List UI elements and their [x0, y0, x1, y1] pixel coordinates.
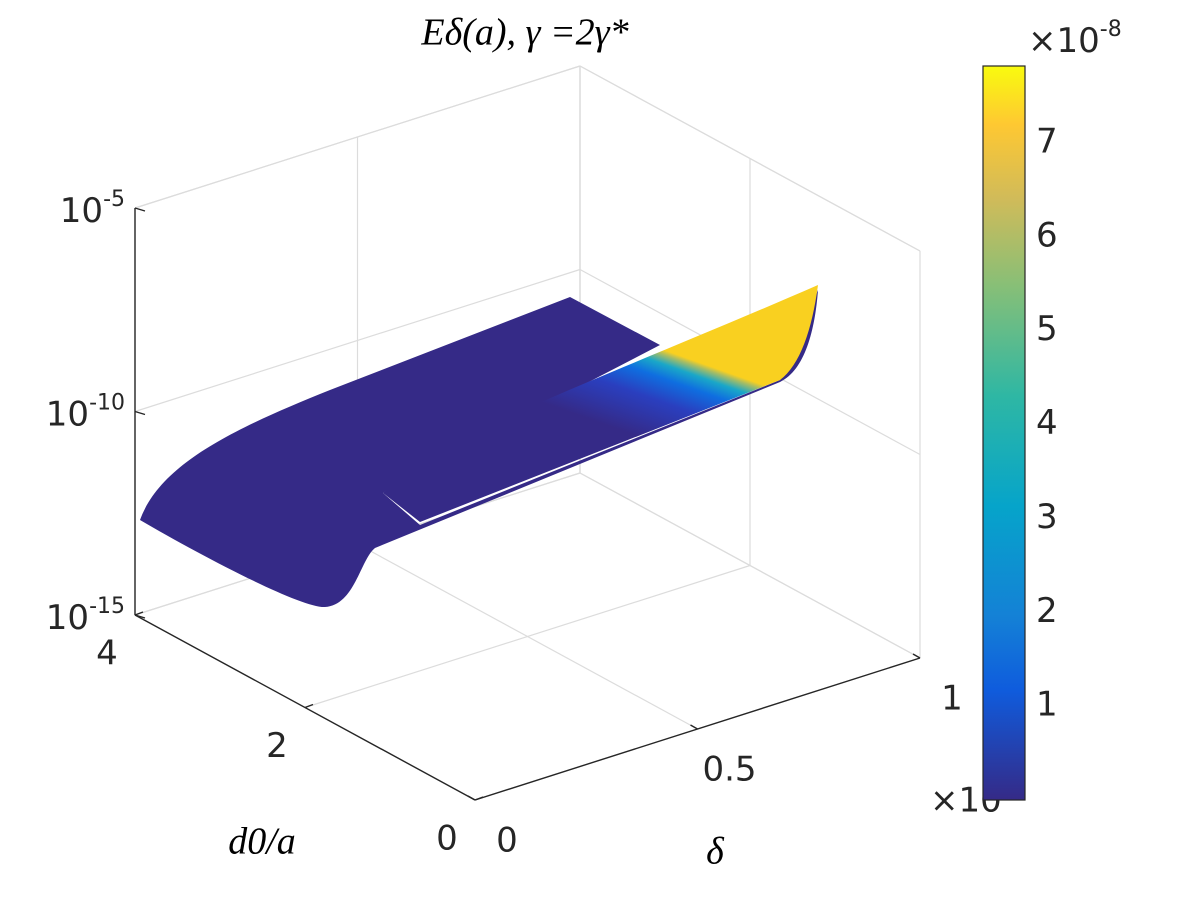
colorbar-tick-label: 7 — [1036, 121, 1058, 161]
z-tick — [134, 207, 146, 212]
chart-title: Eδ(a), γ =2γ* — [420, 12, 628, 54]
colorbar-tick-label: 3 — [1036, 497, 1058, 537]
surface — [140, 290, 818, 608]
x-tick-label: 0 — [496, 821, 518, 861]
grid-line — [304, 564, 751, 709]
y-tick — [134, 611, 144, 616]
y-tick — [474, 796, 484, 801]
y-tick — [304, 703, 314, 709]
y-axis-label: d0/a — [228, 821, 296, 863]
colorbar-tick-label: 2 — [1036, 591, 1058, 631]
z-tick-label: 10-15 — [46, 594, 125, 638]
colorbar-exponent-label: ×10-8 — [1028, 17, 1122, 61]
z-tick-label: 10-10 — [46, 391, 125, 435]
x-tick — [690, 724, 698, 730]
grid-line — [134, 65, 581, 209]
colorbar-tick-label: 4 — [1036, 403, 1058, 443]
x-tick — [912, 653, 921, 659]
y-tick-label: 4 — [96, 634, 118, 674]
z-tick-label: 10-5 — [60, 187, 125, 231]
colorbar-tick-label: 5 — [1036, 309, 1058, 349]
x-axis-label: δ — [706, 831, 725, 873]
surface-ridge — [383, 285, 818, 522]
colorbar-tick-label: 6 — [1036, 215, 1058, 255]
z-tick — [134, 410, 146, 416]
colorbar — [982, 65, 1026, 801]
grid-line — [579, 472, 921, 659]
colorbar-tick-label: 1 — [1036, 685, 1058, 725]
z-tick — [134, 614, 146, 619]
y-tick-label: 0 — [436, 819, 458, 859]
x-tick-label: 0.5 — [702, 750, 756, 790]
y-tick-label: 2 — [266, 726, 288, 766]
grid-line — [134, 268, 581, 413]
x-tick-label: 1 — [941, 679, 963, 719]
x-tick — [467, 795, 476, 801]
grid-line — [579, 65, 921, 252]
